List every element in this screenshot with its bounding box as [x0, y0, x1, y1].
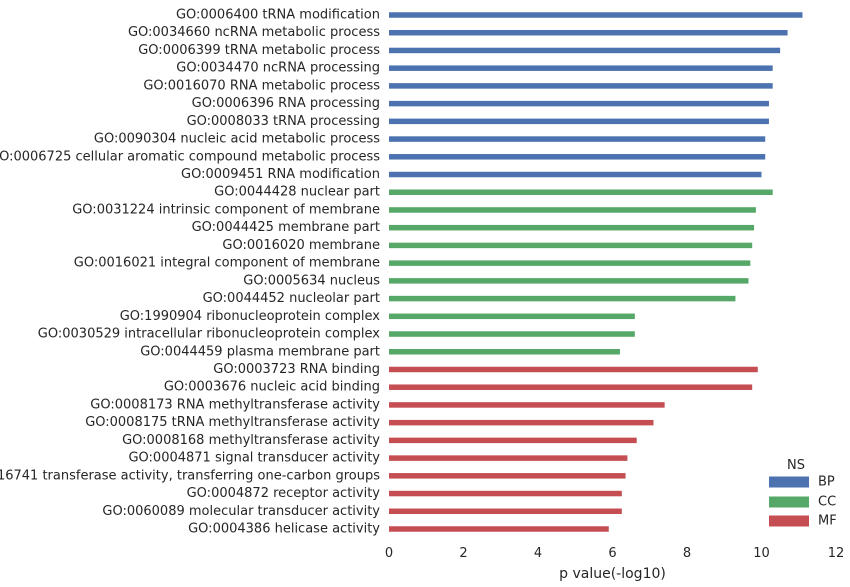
- category-label: GO:0003723 RNA binding: [213, 362, 380, 377]
- category-label: GO:0016020 membrane: [222, 238, 380, 253]
- x-axis-ticks: 0 2 4 6 8 10 12: [385, 546, 844, 561]
- category-label: GO:0006396 RNA processing: [192, 96, 380, 111]
- category-label: GO:0016021 integral component of membran…: [74, 256, 380, 271]
- bar-bp: [389, 65, 773, 71]
- bar-bp: [389, 136, 766, 142]
- bar-bp: [389, 100, 769, 107]
- bar-mf: [389, 366, 758, 373]
- category-label: GO:0005634 nucleus: [243, 273, 380, 288]
- bar-mf: [389, 402, 665, 408]
- category-label: GO:0008175 tRNA methyltransferase activi…: [85, 415, 380, 430]
- bar-bp: [389, 154, 766, 160]
- category-label: GO:0003676 nucleic acid binding: [164, 380, 380, 395]
- x-tick-label: 6: [608, 546, 616, 561]
- bar-mf: [389, 490, 622, 497]
- x-tick-label: 0: [385, 546, 393, 561]
- bar-bp: [389, 12, 803, 18]
- category-label: GO:0008173 RNA methyltransferase activit…: [90, 397, 380, 412]
- bar-cc: [389, 224, 755, 231]
- category-label: GO:0004386 helicase activity: [188, 522, 380, 537]
- legend-swatch: [769, 496, 809, 508]
- x-axis-label: p value(-log10): [559, 566, 666, 582]
- category-label: GO:0031224 intrinsic component of membra…: [72, 202, 380, 217]
- category-label: GO:0034660 ncRNA metabolic process: [128, 25, 380, 40]
- x-tick-label: 12: [828, 546, 845, 561]
- bar-cc: [389, 207, 756, 213]
- bar-mf: [389, 384, 753, 390]
- bar-mf: [389, 455, 628, 461]
- legend-item-bp: BP: [769, 475, 835, 490]
- category-label: GO:0090304 nucleic acid metabolic proces…: [94, 132, 380, 147]
- category-label: GO:0034470 ncRNA processing: [176, 61, 380, 76]
- legend-label: MF: [818, 514, 837, 529]
- category-label: GO:0060089 molecular transducer activity: [102, 504, 380, 519]
- category-label: GO:0009451 RNA modification: [181, 167, 380, 182]
- bar-bp: [389, 47, 781, 54]
- bar-mf: [389, 419, 654, 426]
- legend-swatch: [769, 476, 809, 488]
- category-label: GO:0004871 signal transducer activity: [128, 451, 380, 466]
- bar-cc: [389, 313, 635, 320]
- category-label: GO:0008033 tRNA processing: [187, 114, 380, 129]
- x-tick-label: 8: [683, 546, 691, 561]
- x-tick-label: 10: [753, 546, 770, 561]
- category-label: GO:0008168 methyltransferase activity: [122, 433, 380, 448]
- bar-cc: [389, 189, 773, 195]
- x-tick-label: 2: [459, 546, 467, 561]
- category-label: GO:0044452 nucleolar part: [203, 291, 380, 306]
- bar-cc: [389, 349, 620, 355]
- category-label: GO:1990904 ribonucleoprotein complex: [120, 309, 381, 324]
- bar-bp: [389, 171, 762, 178]
- legend-label: BP: [818, 475, 835, 490]
- bar-cc: [389, 260, 751, 266]
- category-label: GO:0016741 transferase activity, transfe…: [0, 468, 380, 483]
- category-label: GO:0044425 membrane part: [192, 220, 380, 235]
- category-label: GO:0030529 intracellular ribonucleoprote…: [38, 327, 381, 342]
- category-label: GO:0016070 RNA metabolic process: [143, 78, 380, 93]
- legend-item-cc: CC: [769, 495, 836, 510]
- bar-mf: [389, 508, 622, 515]
- category-label: GO:0044459 plasma membrane part: [140, 344, 380, 359]
- bar-bp: [389, 83, 773, 89]
- bar-cc: [389, 331, 635, 337]
- bar-mf: [389, 526, 609, 532]
- category-label: GO:0004872 receptor activity: [187, 486, 381, 501]
- bar-bp: [389, 118, 769, 125]
- legend-swatch: [769, 515, 809, 527]
- bar-bp: [389, 29, 788, 36]
- category-label: GO:0006400 tRNA modification: [176, 8, 380, 23]
- category-label: GO:0006399 tRNA metabolic process: [138, 43, 380, 58]
- category-labels: GO:0006400 tRNA modification GO:0034660 n…: [0, 8, 380, 537]
- bar-mf: [389, 473, 626, 479]
- bar-cc: [389, 295, 736, 302]
- x-tick-label: 4: [534, 546, 542, 561]
- category-label: GO:0044428 nuclear part: [214, 185, 380, 200]
- legend: NS BP CC MF: [769, 458, 837, 529]
- bar-cc: [389, 278, 749, 284]
- bar-cc: [389, 242, 753, 249]
- legend-title: NS: [787, 458, 805, 473]
- category-label: GO:0006725 cellular aromatic compound me…: [0, 149, 380, 164]
- bars-layer: [389, 12, 803, 532]
- legend-item-mf: MF: [769, 514, 837, 529]
- bar-mf: [389, 437, 637, 444]
- legend-label: CC: [818, 495, 836, 510]
